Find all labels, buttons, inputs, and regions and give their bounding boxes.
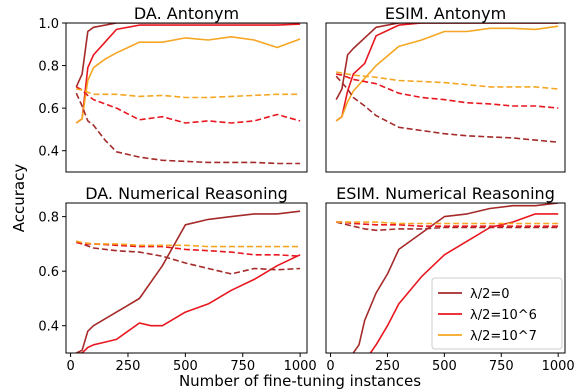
series-line-red-solid: [76, 254, 301, 353]
x-tick-label: 750: [230, 359, 255, 374]
y-tick-label: 0.6: [38, 265, 59, 280]
panel-title: DA. Antonym: [134, 4, 239, 23]
x-tick-label: 1000: [542, 359, 575, 374]
x-tick-label: 250: [375, 359, 400, 374]
x-tick-label: 500: [173, 359, 198, 374]
series-group: [336, 203, 559, 353]
y-tick-label: 1.0: [38, 17, 59, 32]
legend-label: λ/2=0: [470, 287, 510, 302]
x-axis-label: Number of fine-tuning instances: [179, 372, 421, 390]
legend-label: λ/2=10^6: [470, 308, 537, 323]
plot-frame: [65, 202, 308, 354]
legend-label: λ/2=10^7: [470, 329, 537, 344]
x-tick-label: 0: [66, 359, 74, 374]
legend-box: [431, 277, 563, 350]
series-line-orange-dashed: [76, 88, 301, 99]
series-line-brown-dashed: [75, 240, 301, 275]
y-tick-label: 0.8: [38, 60, 59, 75]
series-line-orange-solid: [75, 35, 301, 124]
y-tick-label: 0.4: [38, 145, 59, 160]
x-tick-label: 0: [326, 359, 334, 374]
series-line-brown-solid: [75, 210, 301, 353]
panel-title: ESIM. Antonym: [385, 4, 506, 23]
series-line-orange-dashed: [336, 71, 559, 90]
series-line-brown-solid: [75, 23, 301, 88]
x-tick-label: 250: [116, 359, 141, 374]
panel-2: ESIM. Antonym: [325, 4, 566, 173]
panel-4: 0 250 500 750 1000 ESIM. Numerical Reasoning: [325, 184, 575, 374]
series-line-brown-solid: [335, 23, 559, 100]
series-group: [335, 23, 559, 143]
series-line-red-dashed: [76, 241, 301, 257]
panels: 0.40.60.81.0DA. Antonym ESIM. Antonym0.40…: [38, 4, 574, 374]
plot-frame: [65, 22, 308, 173]
legend: λ/2=0 λ/2=10^6 λ/2=10^7: [431, 277, 563, 350]
series-line-brown-dashed: [335, 75, 559, 143]
series-line-orange-dashed: [336, 221, 559, 225]
series-line-red-solid: [75, 23, 301, 124]
series-group: [75, 210, 301, 353]
panel-title: DA. Numerical Reasoning: [85, 184, 288, 203]
x-tick-label: 500: [432, 359, 457, 374]
panel-3: 0.4 0.6 0.8 0 250 500 750 1000 DA. Numerical Rea…: [38, 184, 316, 374]
x-tick-label: 750: [489, 359, 514, 374]
series-line-orange-dashed: [76, 240, 301, 248]
series-line-brown-dashed: [75, 92, 301, 165]
y-tick-label: 0.8: [38, 211, 59, 226]
series-line-red-solid: [369, 213, 559, 353]
y-tick-label: 0.6: [38, 102, 59, 117]
series-line-red-dashed: [336, 73, 559, 109]
series-line-brown-dashed: [336, 221, 559, 232]
y-axis-label: Accuracy: [10, 164, 28, 233]
y-tick-label: 0.4: [38, 320, 59, 335]
series-line-brown-solid: [352, 203, 559, 353]
panel-title: ESIM. Numerical Reasoning: [336, 184, 555, 203]
series-line-orange-solid: [335, 25, 559, 122]
series-group: [75, 23, 301, 165]
series-line-red-dashed: [75, 86, 301, 124]
plot-frame: [325, 202, 566, 354]
panel-1: 0.4 0.6 0.8 1.0 DA. Antonym: [38, 4, 308, 173]
series-line-red-solid: [335, 23, 559, 122]
plot-frame: [325, 22, 566, 173]
x-tick-label: 1000: [284, 359, 317, 374]
series-line-red-dashed: [336, 221, 559, 227]
